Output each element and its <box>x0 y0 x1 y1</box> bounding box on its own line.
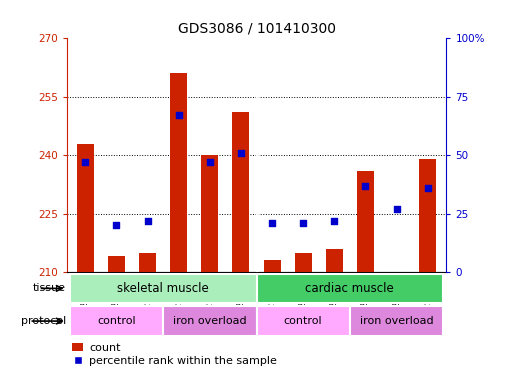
Bar <box>232 113 249 272</box>
Bar <box>70 306 163 336</box>
Bar <box>419 159 436 272</box>
Bar <box>170 73 187 272</box>
Text: skeletal muscle: skeletal muscle <box>117 282 209 295</box>
Bar <box>294 253 312 272</box>
Bar <box>201 155 219 272</box>
Point <box>206 159 214 165</box>
Bar <box>357 171 374 272</box>
Bar <box>256 306 350 336</box>
Text: control: control <box>97 316 136 326</box>
Bar <box>326 249 343 272</box>
Text: iron overload: iron overload <box>360 316 433 326</box>
Point <box>112 222 121 228</box>
Point <box>81 159 89 165</box>
Bar <box>256 274 443 303</box>
Text: control: control <box>284 316 323 326</box>
Text: protocol: protocol <box>21 316 66 326</box>
Point <box>361 182 369 189</box>
Point <box>392 206 401 212</box>
Bar <box>139 253 156 272</box>
Bar <box>350 306 443 336</box>
Point <box>299 220 307 226</box>
Point <box>330 218 339 224</box>
Bar <box>163 306 256 336</box>
Point <box>268 220 276 226</box>
Text: tissue: tissue <box>33 283 66 293</box>
Title: GDS3086 / 101410300: GDS3086 / 101410300 <box>177 22 336 36</box>
Text: cardiac muscle: cardiac muscle <box>305 282 394 295</box>
Bar <box>108 257 125 272</box>
Bar <box>77 144 94 272</box>
Point <box>144 218 152 224</box>
Bar <box>264 260 281 272</box>
Point <box>174 113 183 119</box>
Point <box>237 150 245 156</box>
Bar <box>70 274 256 303</box>
Text: iron overload: iron overload <box>173 316 247 326</box>
Legend: count, percentile rank within the sample: count, percentile rank within the sample <box>72 343 277 366</box>
Point <box>424 185 432 191</box>
